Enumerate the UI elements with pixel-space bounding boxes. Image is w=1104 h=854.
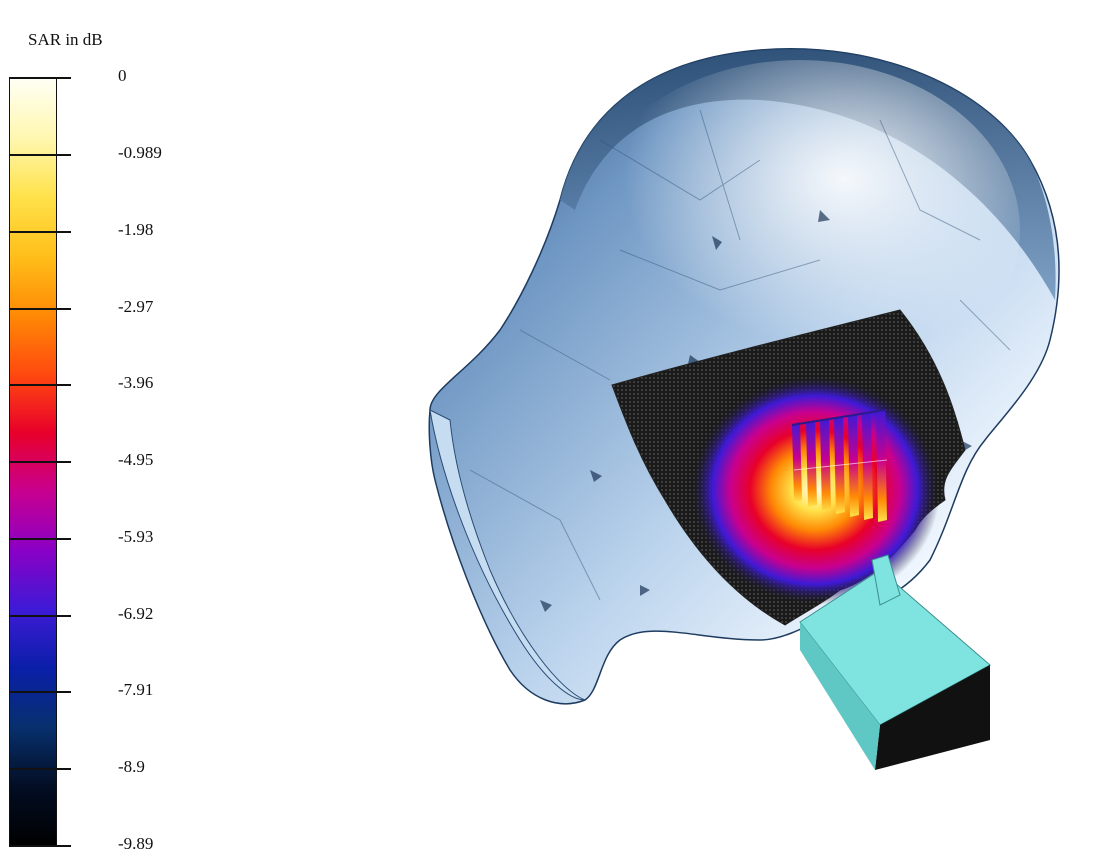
colorbar-tick-label: -7.91 [118, 680, 154, 699]
colorbar-tick-label: -3.96 [118, 373, 154, 392]
phone-model [799, 554, 991, 770]
colorbar-tick [9, 154, 71, 156]
colorbar-tick-label: -1.98 [118, 220, 154, 239]
colorbar-tick [9, 691, 71, 693]
colorbar-tick [9, 77, 71, 79]
colorbar-tick-label: -6.92 [118, 604, 154, 623]
colorbar-tick [9, 231, 71, 233]
colorbar-tick-label: -5.93 [118, 527, 154, 546]
colorbar-title: SAR in dB [28, 30, 103, 49]
colorbar-tick [9, 615, 71, 617]
colorbar-tick-label: -0.989 [118, 143, 162, 162]
colorbar-tick [9, 768, 71, 770]
sar-probe-grid [791, 409, 888, 522]
colorbar-tick-label: -9.89 [118, 834, 154, 853]
colorbar-tick [9, 308, 71, 310]
colorbar-tick [9, 845, 71, 847]
colorbar-tick [9, 538, 71, 540]
colorbar-tick-label: -8.9 [118, 757, 145, 776]
colorbar-tick [9, 384, 71, 386]
colorbar-tick-label: -4.95 [118, 450, 154, 469]
colorbar-tick-label: 0 [118, 66, 127, 85]
colorbar-tick-label: -2.97 [118, 297, 154, 316]
colorbar-tick [9, 461, 71, 463]
